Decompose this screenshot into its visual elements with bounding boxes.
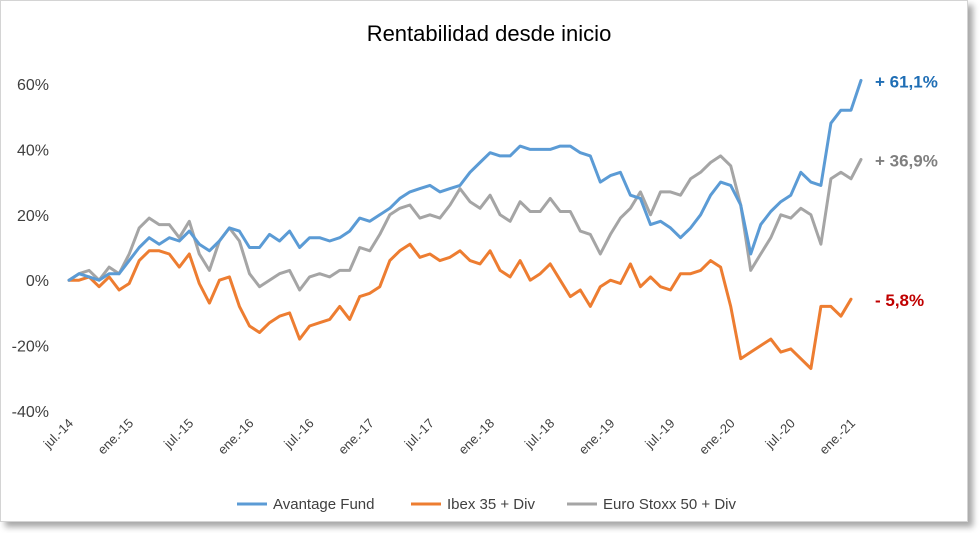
y-tick-label: -20% bbox=[12, 339, 49, 356]
y-tick-label: 20% bbox=[17, 208, 49, 225]
line-chart: Rentabilidad desde inicio 60% 40% 20% 0% -20… bbox=[12, 21, 938, 513]
x-tick-label: jul.-16 bbox=[280, 416, 316, 452]
end-label-0: + 61,1% bbox=[875, 72, 938, 91]
legend: Avantage Fund Ibex 35 + Div Euro Stoxx 50 … bbox=[237, 496, 736, 513]
end-labels: + 61,1% - 5,8% + 36,9% bbox=[875, 72, 938, 310]
series-line-1 bbox=[67, 242, 853, 370]
x-tick-label: jul.-20 bbox=[762, 416, 798, 452]
y-tick-label: -40% bbox=[12, 404, 49, 421]
chart-title: Rentabilidad desde inicio bbox=[367, 21, 612, 46]
x-tick-label: ene.-21 bbox=[816, 416, 858, 458]
legend-label-2: Euro Stoxx 50 + Div bbox=[603, 496, 736, 513]
y-tick-label: 40% bbox=[17, 142, 49, 159]
series-line-2 bbox=[67, 154, 863, 292]
y-tick-label: 60% bbox=[17, 77, 49, 94]
x-tick-label: ene.-16 bbox=[215, 416, 257, 458]
series-group bbox=[67, 78, 863, 370]
y-axis: 60% 40% 20% 0% -20% -40% bbox=[12, 77, 49, 421]
x-tick-label: jul.-15 bbox=[160, 416, 196, 452]
chart-frame: Rentabilidad desde inicio 60% 40% 20% 0% -20… bbox=[0, 0, 968, 522]
end-label-2: + 36,9% bbox=[875, 152, 938, 171]
x-tick-label: ene.-19 bbox=[576, 416, 618, 458]
legend-label-1: Ibex 35 + Div bbox=[447, 496, 535, 513]
x-tick-label: jul.-19 bbox=[641, 416, 677, 452]
x-tick-label: ene.-15 bbox=[94, 416, 136, 458]
y-tick-label: 0% bbox=[26, 273, 49, 290]
end-label-1: - 5,8% bbox=[875, 291, 924, 310]
x-axis: jul.-14 ene.-15 jul.-15 ene.-16 jul.-16 ene.-… bbox=[40, 416, 858, 458]
x-tick-label: jul.-18 bbox=[521, 416, 557, 452]
x-tick-label: jul.-17 bbox=[401, 416, 437, 452]
x-tick-label: ene.-18 bbox=[455, 416, 497, 458]
legend-label-0: Avantage Fund bbox=[273, 496, 374, 513]
x-tick-label: ene.-17 bbox=[335, 416, 377, 458]
series-line-0 bbox=[67, 78, 863, 282]
x-tick-label: ene.-20 bbox=[696, 416, 738, 458]
